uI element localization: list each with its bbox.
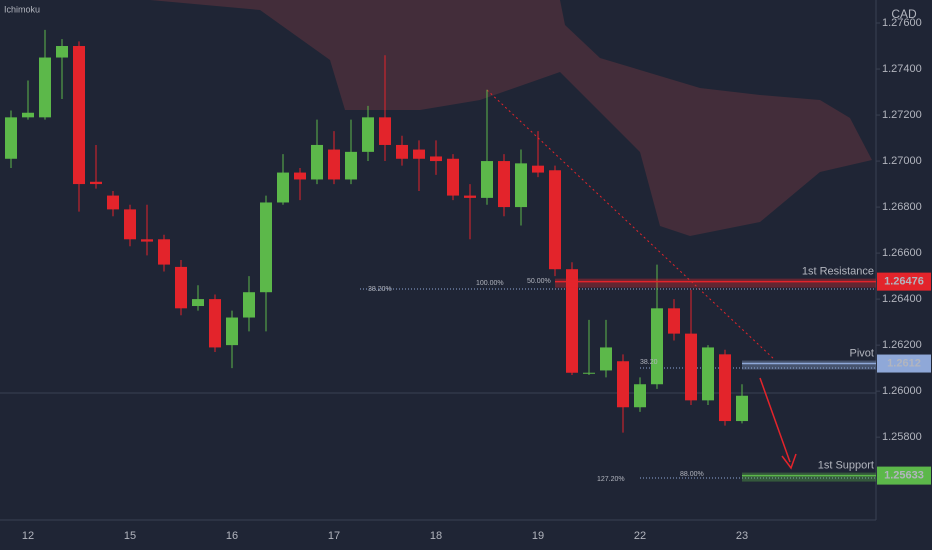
y-tick-label: 1.26600	[882, 247, 922, 259]
level-price-box	[877, 354, 931, 373]
candle-body	[413, 149, 425, 159]
level-price-box	[877, 272, 931, 291]
level-price: 1.2612	[887, 357, 921, 369]
level-band	[742, 472, 876, 482]
x-tick-label: 17	[328, 530, 340, 542]
candle-body	[260, 202, 272, 293]
level-name: 1st Support	[818, 459, 874, 471]
arrow	[759, 377, 791, 463]
candle-body	[481, 161, 493, 198]
candle-body	[617, 361, 629, 408]
candle-body	[243, 292, 255, 318]
ichimoku-cloud	[150, 0, 872, 236]
candle-body	[277, 172, 289, 203]
candle-body	[22, 112, 34, 118]
candle-body	[515, 163, 527, 208]
candle-body	[736, 395, 748, 422]
candle-body	[5, 117, 17, 159]
y-tick-label: 1.27600	[882, 17, 922, 29]
fib-label: 38.20	[640, 359, 658, 366]
trend-line	[486, 89, 776, 361]
y-tick-label: 1.25800	[882, 431, 922, 443]
candle-body	[498, 161, 510, 208]
level-name: Pivot	[850, 347, 874, 359]
fib-label: 38.20%	[368, 286, 392, 293]
candle-body	[39, 57, 51, 118]
candle-body	[464, 195, 476, 198]
candle-body	[209, 299, 221, 348]
x-tick-label: 18	[430, 530, 442, 542]
indicator-label: Ichimoku	[4, 4, 40, 14]
candle-body	[124, 209, 136, 240]
candle-body	[294, 172, 306, 180]
x-tick-label: 15	[124, 530, 136, 542]
fib-label: 100.00%	[476, 280, 504, 287]
candle-body	[430, 156, 442, 162]
fib-label: 127.20%	[597, 476, 625, 483]
x-tick-label: 12	[22, 530, 34, 542]
x-tick-label: 23	[736, 530, 748, 542]
candle-body	[447, 158, 459, 196]
y-tick-label: 1.27400	[882, 63, 922, 75]
candle-body	[226, 317, 238, 346]
candle-body	[685, 333, 697, 401]
currency-label: CAD	[891, 7, 917, 21]
level-name: 1st Resistance	[802, 266, 874, 278]
candle-body	[328, 149, 340, 180]
level-price: 1.25633	[884, 469, 924, 481]
candle-body	[651, 308, 663, 385]
x-tick-label: 19	[532, 530, 544, 542]
candle-body	[311, 144, 323, 180]
y-tick-label: 1.26000	[882, 385, 922, 397]
fib-label: 50.00%	[527, 278, 551, 285]
candle-body	[175, 266, 187, 309]
candle-body	[583, 372, 595, 374]
candle-body	[90, 181, 102, 185]
level-price: 1.26476	[884, 276, 924, 288]
y-tick-label: 1.27200	[882, 109, 922, 121]
candle-body	[668, 308, 680, 334]
level-price-box	[877, 466, 931, 485]
candle-body	[158, 239, 170, 265]
candle-body	[362, 117, 374, 152]
candle-body	[702, 347, 714, 401]
y-tick-label: 1.26400	[882, 293, 922, 305]
candle-body	[532, 165, 544, 173]
candle-body	[141, 239, 153, 242]
level-band	[742, 360, 876, 370]
y-tick-label: 1.26200	[882, 339, 922, 351]
candle-body	[549, 170, 561, 270]
candle-body	[192, 299, 204, 307]
candle-body	[73, 46, 85, 185]
candle-body	[600, 347, 612, 371]
fib-label: 88.00%	[680, 471, 704, 478]
level-band	[555, 278, 876, 288]
x-tick-label: 16	[226, 530, 238, 542]
candle-body	[396, 144, 408, 159]
candle-body	[379, 117, 391, 145]
candle-body	[345, 151, 357, 180]
candle-body	[107, 195, 119, 210]
candle-body	[634, 384, 646, 408]
candle-body	[566, 269, 578, 373]
candle-body	[56, 46, 68, 58]
candle-body	[719, 354, 731, 422]
y-tick-label: 1.27000	[882, 155, 922, 167]
y-tick-label: 1.26800	[882, 201, 922, 213]
x-tick-label: 22	[634, 530, 646, 542]
arrow-head	[781, 453, 797, 470]
